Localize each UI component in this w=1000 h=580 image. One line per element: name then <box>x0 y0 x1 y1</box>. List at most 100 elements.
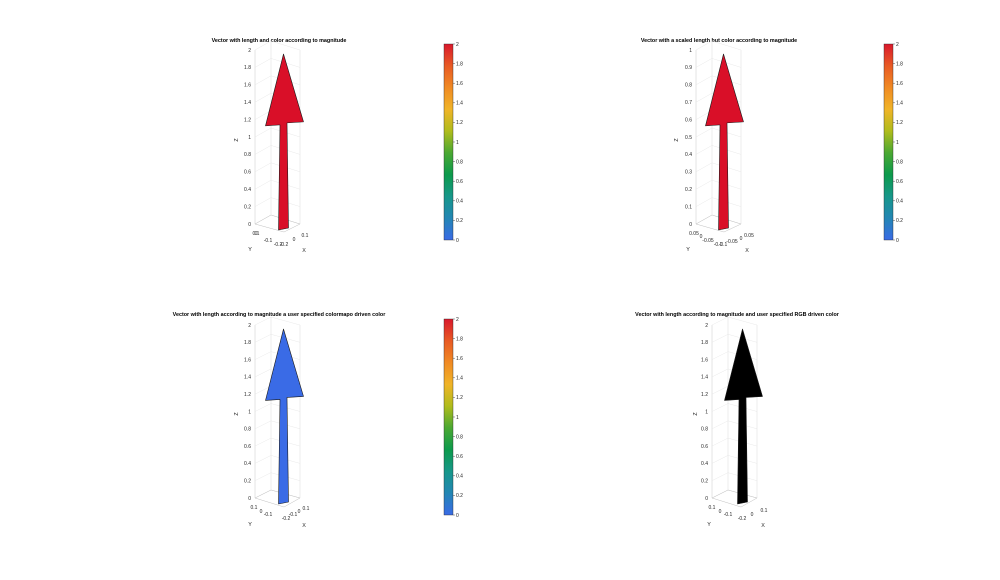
z-tick-label: 1.4 <box>244 100 251 106</box>
x-tick-label: 0.1 <box>761 508 768 514</box>
grid-line <box>270 40 301 51</box>
z-tick-label: 0.9 <box>685 65 692 71</box>
z-tick-label: 1.4 <box>701 375 708 381</box>
z-tick-label: 1.2 <box>244 117 251 123</box>
chart-title: Vector with a scaled length but color ac… <box>641 38 797 44</box>
grid-line <box>695 162 713 172</box>
colorbar-tick-label: 2 <box>456 317 459 323</box>
grid-line <box>711 58 742 68</box>
colorbar-tick-label: 0.6 <box>896 179 903 185</box>
colorbar-tick-label: 0.4 <box>456 199 463 205</box>
y-tick-label: 0.05 <box>689 231 699 237</box>
chart-panel-4: Vector with length according to magnitud… <box>635 312 840 529</box>
y-tick-label: 0 <box>700 234 703 240</box>
colorbar-tick-label: 0.4 <box>896 199 903 205</box>
box-base <box>711 489 758 508</box>
box-base <box>254 214 301 233</box>
x-tick-label: -0.1 <box>289 512 298 518</box>
z-tick-label: 1 <box>705 409 708 415</box>
grid-line <box>695 127 713 138</box>
colorbar-tick-label: 0.8 <box>896 159 903 165</box>
grid-line <box>254 110 272 120</box>
vector-arrow <box>724 328 763 505</box>
x-tick-label: 0.1 <box>302 233 309 239</box>
colorbar-tick-label: 1.6 <box>456 356 463 362</box>
grid-line <box>254 420 272 429</box>
grid-line <box>254 197 272 207</box>
y-tick-label: 0.1 <box>253 231 260 237</box>
grid-line <box>254 127 272 138</box>
colorbar-tick-label: 0.8 <box>456 159 463 165</box>
x-axis-label: X <box>302 523 306 529</box>
colorbar-tick-label: 1.8 <box>456 336 463 342</box>
x-tick-label: 0.1 <box>303 506 310 512</box>
colorbar-tick-label: 1 <box>896 140 899 146</box>
colorbar-tick-label: 0.6 <box>456 454 463 460</box>
vector-arrow <box>265 53 304 231</box>
vector-arrow <box>705 53 744 231</box>
x-tick-label: 0 <box>740 236 743 242</box>
x-tick-label: -0.2 <box>280 242 289 248</box>
box-base <box>254 489 301 508</box>
z-tick-label: 0 <box>705 496 708 502</box>
grid-line <box>254 455 272 464</box>
colorbar-tick-label: 1 <box>456 140 459 146</box>
z-axis-label: Z <box>674 138 680 142</box>
grid-line <box>254 75 272 85</box>
colorbar-tick-label: 0.2 <box>456 218 463 224</box>
colorbar-tick-label: 1 <box>456 415 459 421</box>
z-tick-label: 0.2 <box>685 187 692 193</box>
grid-line <box>695 40 713 51</box>
z-axis-label: Z <box>234 138 240 142</box>
x-tick-label: -0.2 <box>738 516 747 522</box>
z-tick-label: 1.8 <box>244 340 251 346</box>
y-tick-label: 0 <box>719 509 722 515</box>
chart-title: Vector with length and color according t… <box>212 38 347 44</box>
colorbar-tick-label: 1.2 <box>896 120 903 126</box>
colorbar-tick-label: 2 <box>896 42 899 48</box>
grid-line <box>254 316 272 326</box>
grid-line <box>254 180 272 190</box>
z-tick-label: 0.4 <box>244 461 251 467</box>
grid-line <box>254 403 272 412</box>
grid-line <box>711 40 742 51</box>
grid-line <box>254 58 272 68</box>
colorbar-tick-label: 0 <box>456 238 459 244</box>
colorbar-tick-label: 1.4 <box>896 101 903 107</box>
colorbar <box>443 43 454 241</box>
z-tick-label: 0.2 <box>244 204 251 210</box>
z-tick-label: 0.8 <box>701 427 708 433</box>
colorbar-tick-label: 1.2 <box>456 395 463 401</box>
z-tick-label: 0.6 <box>244 444 251 450</box>
colorbar-tick-label: 0.8 <box>456 434 463 440</box>
grid-line <box>711 437 729 447</box>
y-tick-label: 0.1 <box>709 505 716 511</box>
grid-line <box>711 472 729 481</box>
x-tick-label: -0.2 <box>282 516 291 522</box>
x-tick-label: 0 <box>751 512 754 518</box>
grid-line <box>711 334 729 343</box>
z-tick-label: 1.2 <box>701 392 708 398</box>
z-tick-label: 0.4 <box>685 152 692 158</box>
z-axis-label: Z <box>693 412 699 416</box>
z-tick-label: 0 <box>248 222 251 228</box>
grid-line <box>711 351 729 360</box>
box-base <box>695 214 742 233</box>
y-tick-label: -0.1 <box>264 512 273 518</box>
colorbar-tick-label: 0.6 <box>456 179 463 185</box>
x-tick-label: -0.05 <box>726 239 738 245</box>
colorbar <box>883 43 894 241</box>
grid-line <box>254 368 272 378</box>
z-tick-label: 2 <box>705 323 708 329</box>
y-tick-label: -0.05 <box>702 238 714 244</box>
y-tick-label: -0.1 <box>714 242 723 248</box>
z-tick-label: 0.6 <box>244 170 251 176</box>
y-tick-label: 0.1 <box>251 505 258 511</box>
colorbar-tick-label: 2 <box>456 42 459 48</box>
z-tick-label: 0.2 <box>244 479 251 485</box>
z-tick-label: 0 <box>248 496 251 502</box>
colorbar-tick-label: 0 <box>896 238 899 244</box>
grid-line <box>711 368 729 378</box>
z-tick-label: 1.8 <box>244 65 251 71</box>
